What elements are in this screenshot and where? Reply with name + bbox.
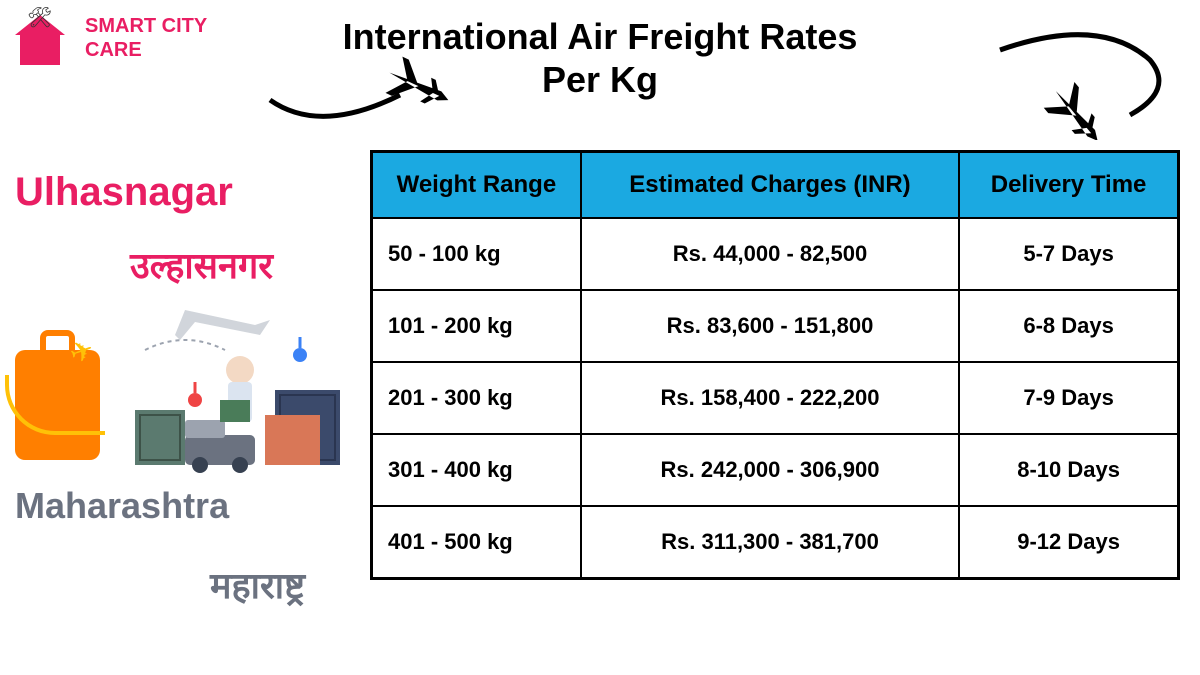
freight-illustration: ✈ <box>15 300 345 480</box>
table-row: 50 - 100 kg Rs. 44,000 - 82,500 5-7 Days <box>372 218 1179 290</box>
city-name-hi: उल्हासनगर <box>130 240 273 289</box>
state-name-en: Maharashtra <box>15 485 229 527</box>
plane-swoosh-right-icon <box>980 20 1180 140</box>
logo-text: SMART CITYCARE <box>85 14 207 62</box>
rates-table: Weight Range Estimated Charges (INR) Del… <box>370 150 1180 580</box>
table-header-row: Weight Range Estimated Charges (INR) Del… <box>372 152 1179 219</box>
col-charges: Estimated Charges (INR) <box>581 152 959 219</box>
state-name-hi: महाराष्ट्र <box>210 560 305 609</box>
logo-house-icon: 🛠 <box>15 10 75 65</box>
table-row: 101 - 200 kg Rs. 83,600 - 151,800 6-8 Da… <box>372 290 1179 362</box>
plane-swoosh-left-icon <box>260 40 490 140</box>
col-weight: Weight Range <box>372 152 581 219</box>
col-delivery: Delivery Time <box>959 152 1178 219</box>
logo: 🛠 SMART CITYCARE <box>15 10 207 65</box>
table-row: 201 - 300 kg Rs. 158,400 - 222,200 7-9 D… <box>372 362 1179 434</box>
city-name-en: Ulhasnagar <box>15 170 233 215</box>
table-row: 301 - 400 kg Rs. 242,000 - 306,900 8-10 … <box>372 434 1179 506</box>
table-row: 401 - 500 kg Rs. 311,300 - 381,700 9-12 … <box>372 506 1179 579</box>
cargo-scene-icon <box>125 300 345 480</box>
